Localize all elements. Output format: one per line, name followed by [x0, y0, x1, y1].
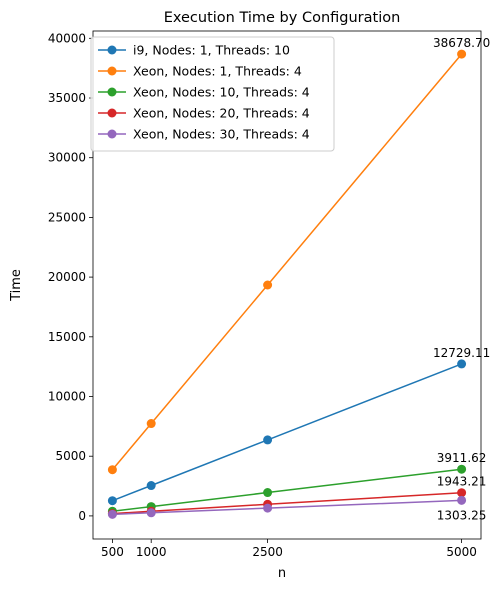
x-tick-label: 2500	[252, 545, 283, 559]
chart-title: Execution Time by Configuration	[164, 10, 401, 26]
data-label: 1303.25	[437, 508, 487, 522]
annotation-layer: 12729.11 38678.70 3911.62 1943.21 1303.25	[433, 36, 490, 522]
x-tick-label: 5000	[446, 545, 477, 559]
y-tick-label: 40000	[48, 31, 86, 45]
legend-label: i9, Nodes: 1, Threads: 10	[133, 43, 290, 58]
y-axis-label: Time	[9, 269, 24, 302]
x-axis-label: n	[278, 566, 286, 581]
data-point	[457, 359, 467, 369]
data-point	[107, 465, 117, 475]
data-point	[457, 488, 467, 498]
y-tick-label: 25000	[48, 210, 86, 224]
legend-label: Xeon, Nodes: 20, Threads: 4	[133, 106, 310, 121]
series-line	[112, 363, 462, 502]
data-point	[457, 495, 467, 505]
series-line	[111, 53, 463, 471]
data-point	[263, 503, 273, 513]
data-point	[146, 508, 156, 518]
y-tick-label: 5000	[55, 449, 86, 463]
series-line	[112, 499, 462, 516]
y-tick-label: 35000	[48, 91, 86, 105]
data-label: 38678.70	[433, 36, 490, 50]
y-axis: 0 5000 10000 15000 20000 25000 30000 35000 40000	[48, 31, 93, 523]
legend-marker	[107, 66, 117, 76]
y-tick-label: 30000	[48, 151, 86, 165]
legend-label: Xeon, Nodes: 10, Threads: 4	[133, 85, 310, 100]
data-point	[263, 280, 273, 290]
legend-marker	[107, 87, 117, 97]
series-layer	[107, 49, 467, 519]
y-tick-label: 20000	[48, 270, 86, 284]
x-tick-label: 500	[101, 545, 124, 559]
data-label: 12729.11	[433, 346, 490, 360]
data-point	[146, 481, 156, 491]
y-tick-label: 15000	[48, 330, 86, 344]
legend-marker	[107, 108, 117, 118]
data-point	[263, 488, 273, 498]
data-point	[107, 496, 117, 506]
legend-marker	[107, 129, 117, 139]
data-point	[457, 464, 467, 474]
data-label: 1943.21	[437, 475, 487, 489]
series-line	[112, 491, 462, 515]
legend-label: Xeon, Nodes: 1, Threads: 4	[133, 64, 302, 79]
series-line	[112, 468, 462, 512]
data-point	[107, 509, 117, 519]
legend: i9, Nodes: 1, Threads: 10 Xeon, Nodes: 1,…	[90, 36, 335, 152]
data-point	[263, 435, 273, 445]
legend-box	[90, 36, 335, 152]
data-label: 3911.62	[437, 451, 487, 465]
data-point	[146, 419, 156, 429]
plot-frame	[92, 30, 482, 540]
data-point	[457, 49, 467, 59]
legend-marker	[107, 45, 117, 55]
legend-label: Xeon, Nodes: 30, Threads: 4	[133, 127, 310, 142]
x-tick-label: 1000	[136, 545, 167, 559]
x-axis: 500 1000 2500 5000	[101, 539, 477, 559]
y-tick-label: 0	[78, 509, 86, 523]
y-tick-label: 10000	[48, 390, 86, 404]
